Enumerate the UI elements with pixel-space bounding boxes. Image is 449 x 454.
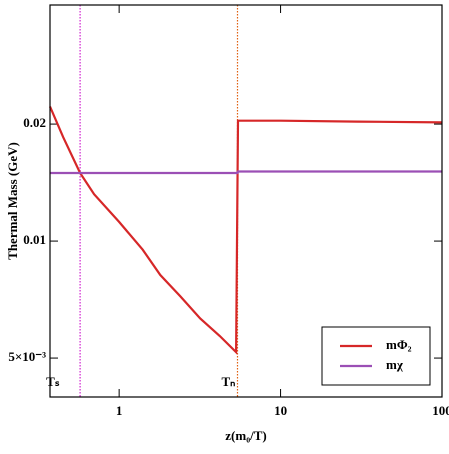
legend-box <box>321 326 431 386</box>
frame <box>49 4 443 398</box>
x-axis-label: z(m₀/T) <box>225 428 266 443</box>
x-tick-label: 10 <box>274 403 287 418</box>
x-tick-label: 100 <box>432 403 449 418</box>
legend-label: mχ <box>386 357 404 372</box>
y-axis-label: Thermal Mass (GeV) <box>5 142 20 260</box>
y-tick-label: 0.01 <box>23 232 46 247</box>
y-tick-label: 0.02 <box>23 115 46 130</box>
annotation: Tₙ <box>221 374 235 389</box>
y-tick-label: 5×10⁻³ <box>8 349 46 364</box>
series-line <box>50 170 442 175</box>
x-tick-label: 1 <box>116 403 123 418</box>
legend-label: mΦ₂ <box>386 337 412 352</box>
annotation: Tₛ <box>46 374 60 389</box>
series-line <box>48 106 443 355</box>
